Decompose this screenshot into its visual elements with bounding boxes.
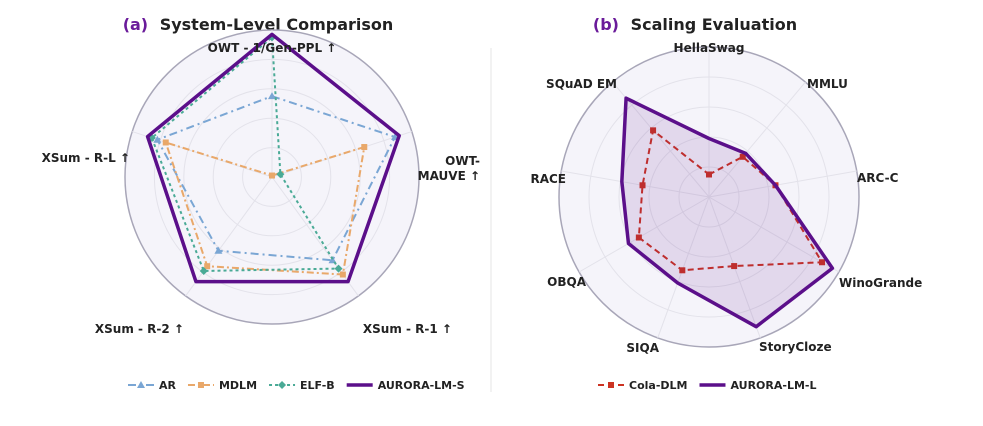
legend-label: AURORA-LM-S: [378, 379, 465, 392]
series-aurora-lm-l: [620, 96, 835, 329]
series-aurora-lm-s: [145, 32, 401, 284]
data-point: [739, 153, 746, 160]
legend-label: MDLM: [219, 379, 257, 392]
legend-label: Cola-DLM: [629, 379, 687, 392]
axis-label: XSum - R-1 ↑: [363, 322, 452, 336]
axis-label: HellaSwag: [674, 41, 745, 55]
legend-item: AR: [128, 379, 177, 392]
panel-a: (a) System-Level Comparison OWT - 1/Gen-…: [42, 15, 480, 392]
series-elf-b: [150, 36, 340, 272]
panel-b-series: [620, 96, 835, 329]
series-cola-dlm: [637, 129, 824, 272]
axis-label: SIQA: [626, 341, 659, 355]
axis-label: SQuAD EM: [546, 77, 617, 91]
axis-label: XSum - R-2 ↑: [95, 322, 184, 336]
axis-label: ARC-C: [857, 171, 899, 185]
data-point: [276, 170, 285, 179]
panel-a-title-text: System-Level Comparison: [160, 15, 394, 34]
panel-b: (b) Scaling Evaluation HellaSwag MMLU ARC-…: [530, 15, 922, 392]
legend-marker: [278, 381, 287, 389]
radar-spoke: [185, 176, 273, 297]
panel-b-tag: (b): [593, 15, 619, 34]
data-point: [731, 263, 738, 270]
panel-a-series: [145, 32, 401, 284]
legend-item: Cola-DLM: [598, 379, 687, 392]
axis-label: OBQA: [547, 275, 587, 289]
radar-spoke: [708, 196, 840, 273]
data-point: [819, 259, 826, 266]
data-point: [268, 92, 276, 100]
radar-spoke: [271, 131, 412, 178]
axis-label: OWT - 1/Gen-PPL ↑: [208, 41, 337, 55]
series-mdlm: [164, 141, 366, 276]
legend-marker: [197, 382, 204, 388]
radar-spoke: [708, 81, 806, 198]
panel-a-legend: AR MDLM ELF-B AURORA-LM-S: [128, 379, 465, 392]
legend-label: ELF-B: [300, 379, 335, 392]
data-point: [269, 172, 275, 179]
axis-label: MMLU: [807, 77, 848, 91]
legend-marker: [608, 382, 614, 388]
legend-item: AURORA-LM-S: [346, 379, 465, 392]
data-point: [706, 171, 712, 178]
data-point: [153, 135, 162, 143]
panel-b-title: (b) Scaling Evaluation: [593, 15, 797, 34]
panel-a-tag: (a): [123, 15, 148, 34]
data-point: [679, 267, 686, 274]
data-point: [650, 127, 657, 134]
panel-a-axis-labels: OWT - 1/Gen-PPL ↑ OWT-MAUVE ↑ XSum - R-1 ↑…: [42, 41, 480, 336]
radar-spoke: [578, 196, 710, 273]
data-point: [328, 256, 337, 264]
panel-b-legend: Cola-DLM AURORA-LM-L: [598, 379, 817, 392]
data-point: [339, 271, 346, 278]
axis-label: StoryCloze: [759, 340, 832, 354]
panel-b-grid: [558, 46, 860, 348]
data-point: [204, 263, 211, 270]
axis-label: OWT-MAUVE ↑: [418, 154, 480, 183]
axis-label: RACE: [530, 172, 566, 186]
legend-item: AURORA-LM-L: [699, 379, 817, 392]
legend-marker: [137, 381, 145, 388]
legend-label: AURORA-LM-L: [730, 379, 816, 392]
legend-item: MDLM: [187, 379, 257, 392]
data-point: [214, 246, 223, 254]
data-point: [361, 144, 368, 151]
series-ar: [156, 95, 397, 262]
panel-b-title-text: Scaling Evaluation: [631, 15, 798, 34]
axis-label: WinoGrande: [839, 276, 922, 290]
data-point: [162, 139, 169, 146]
data-point: [334, 264, 343, 273]
panel-b-axis-labels: HellaSwag MMLU ARC-C WinoGrande StoryCloze SI…: [530, 41, 922, 355]
data-point: [199, 266, 208, 275]
panel-a-title: (a) System-Level Comparison: [123, 15, 394, 34]
radar-spoke: [561, 170, 710, 198]
axis-label: XSum - R-L ↑: [42, 151, 130, 165]
legend-label: AR: [159, 379, 177, 392]
data-point: [635, 234, 642, 241]
legend-item: ELF-B: [269, 379, 335, 392]
radar-spoke: [708, 170, 857, 198]
data-point: [639, 182, 646, 189]
